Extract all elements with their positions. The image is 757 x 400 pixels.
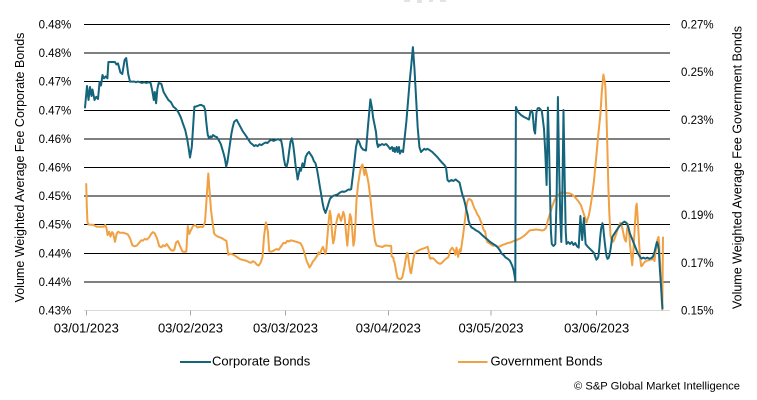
svg-text:0.46%: 0.46% (39, 163, 72, 175)
svg-text:03/04/2023: 03/04/2023 (356, 321, 421, 336)
svg-text:0.45%: 0.45% (39, 220, 72, 232)
svg-text:0.48%: 0.48% (39, 19, 72, 31)
svg-text:0.44%: 0.44% (39, 248, 72, 260)
svg-text:0.48%: 0.48% (39, 48, 72, 60)
svg-text:Corporate Bonds: Corporate Bonds (212, 354, 311, 369)
svg-text:03/02/2023: 03/02/2023 (158, 321, 223, 336)
svg-text:03/05/2023: 03/05/2023 (458, 321, 523, 336)
svg-text:0.47%: 0.47% (39, 105, 72, 117)
svg-text:0.23%: 0.23% (681, 115, 714, 127)
svg-text:Government Bonds: Government Bonds (491, 354, 604, 369)
svg-text:0.43%: 0.43% (39, 306, 72, 318)
svg-text:0.17%: 0.17% (681, 258, 714, 270)
svg-text:0.19%: 0.19% (681, 210, 714, 222)
svg-text:© S&P Global Market Intelligen: © S&P Global Market Intelligence (574, 381, 740, 393)
svg-text:03/03/2023: 03/03/2023 (253, 321, 318, 336)
svg-text:Volume Weighted Average Fee Go: Volume Weighted Average Fee Government B… (730, 26, 744, 309)
svg-text:03/01/2023: 03/01/2023 (54, 321, 119, 336)
svg-text:03/06/2023: 03/06/2023 (564, 321, 629, 336)
svg-text:0.45%: 0.45% (39, 191, 72, 203)
svg-text:0.21%: 0.21% (681, 163, 714, 175)
svg-text:0.44%: 0.44% (39, 277, 72, 289)
svg-text:0.25%: 0.25% (681, 67, 714, 79)
svg-text:Volume Weighted Average Fee Co: Volume Weighted Average Fee Corporate Bo… (13, 33, 27, 303)
svg-text:0.46%: 0.46% (39, 134, 72, 146)
svg-text:0.15%: 0.15% (681, 306, 714, 318)
svg-text:0.27%: 0.27% (681, 19, 714, 31)
svg-text:0.47%: 0.47% (39, 77, 72, 89)
